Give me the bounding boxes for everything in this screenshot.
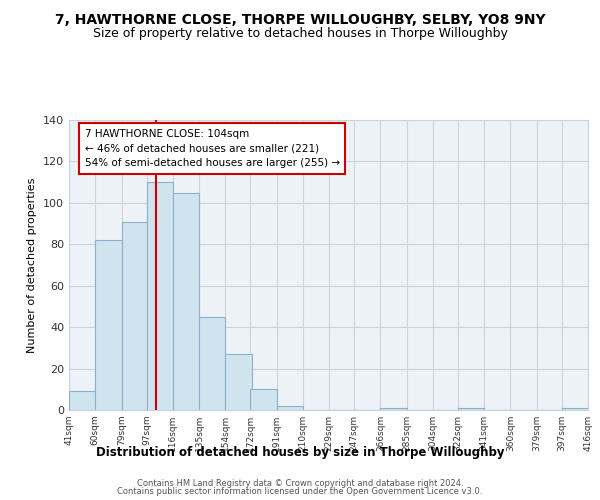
Text: Contains HM Land Registry data © Crown copyright and database right 2024.: Contains HM Land Registry data © Crown c…	[137, 478, 463, 488]
Bar	[277, 406, 303, 410]
Bar	[562, 408, 588, 410]
Bar	[226, 354, 251, 410]
Text: Size of property relative to detached houses in Thorpe Willoughby: Size of property relative to detached ho…	[92, 28, 508, 40]
Text: 7 HAWTHORNE CLOSE: 104sqm
← 46% of detached houses are smaller (221)
54% of semi: 7 HAWTHORNE CLOSE: 104sqm ← 46% of detac…	[85, 128, 340, 168]
Text: Distribution of detached houses by size in Thorpe Willoughby: Distribution of detached houses by size …	[96, 446, 504, 459]
Bar	[173, 192, 199, 410]
Text: Contains public sector information licensed under the Open Government Licence v3: Contains public sector information licen…	[118, 487, 482, 496]
Text: 7, HAWTHORNE CLOSE, THORPE WILLOUGHBY, SELBY, YO8 9NY: 7, HAWTHORNE CLOSE, THORPE WILLOUGHBY, S…	[55, 12, 545, 26]
Bar	[199, 317, 226, 410]
Y-axis label: Number of detached properties: Number of detached properties	[28, 178, 37, 352]
Bar	[95, 240, 122, 410]
Bar	[146, 182, 173, 410]
Bar	[458, 408, 484, 410]
Bar	[250, 390, 277, 410]
Bar	[69, 392, 95, 410]
Bar	[122, 222, 148, 410]
Bar	[380, 408, 407, 410]
